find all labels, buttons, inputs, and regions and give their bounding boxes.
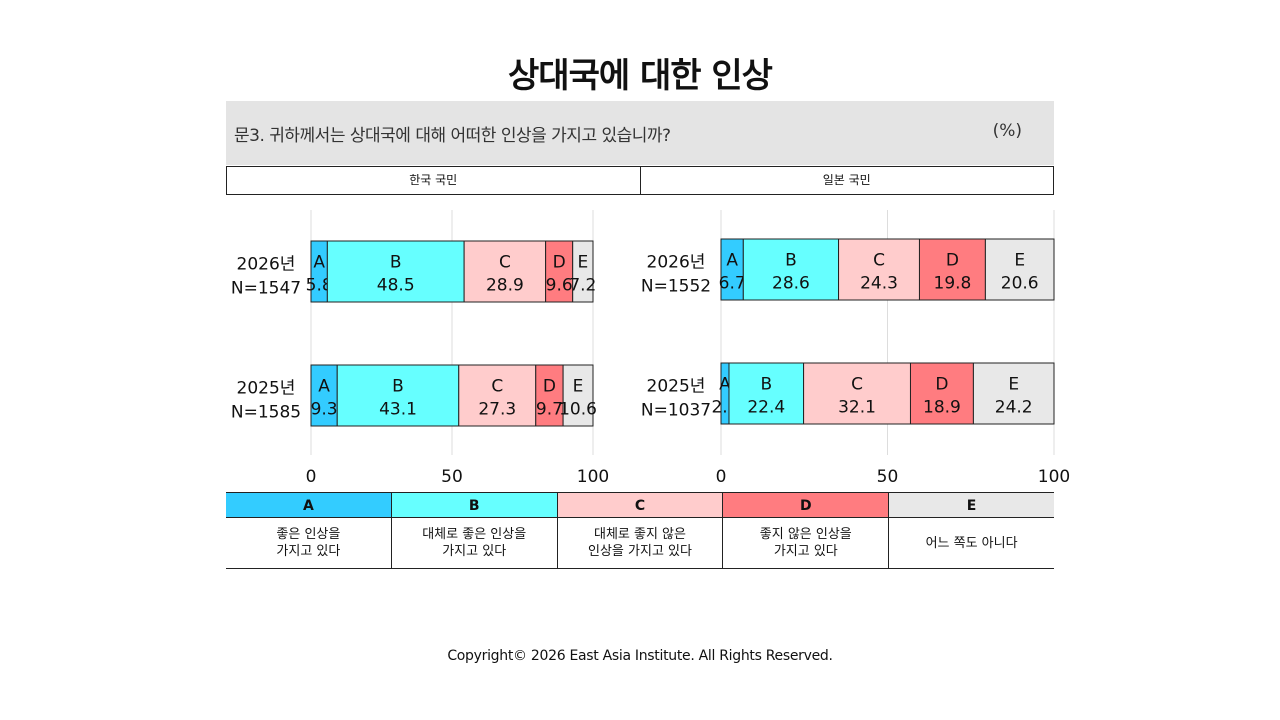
segment-value-label-0-0-3: 9.6 [546,276,573,296]
row-year-label-1-0: 2026년 [647,253,706,273]
row-year-label-1-1: 2025년 [647,377,706,397]
bar-segment-1-0-4 [984,238,1055,301]
legend-key-a: A [226,492,391,518]
x-tick-label-1-1: 50 [877,467,899,487]
legend-desc-d: 좋지 않은 인상을 가지고 있다 [759,527,852,559]
bar-segment-0-0-1 [326,240,465,303]
bar-segment-1-1-4 [972,362,1055,425]
bar-segment-0-1-2 [458,364,537,427]
x-tick-label-1-0: 0 [716,467,727,487]
segment-value-label-1-0-1: 28.6 [772,274,810,294]
panel-header-korea: 한국 국민 [409,173,458,187]
legend-col-a: A 좋은 인상을 가지고 있다 [226,492,391,568]
x-tick-label-0-0: 0 [306,467,317,487]
segment-value-label-0-1-2: 27.3 [478,400,516,420]
segment-value-label-0-0-4: 7.2 [569,276,596,296]
legend-col-c: C 대체로 좋지 않은 인상을 가지고 있다 [556,492,723,568]
segment-value-label-1-1-4: 24.2 [995,398,1033,418]
row-n-label-0-0: N=1547 [231,279,301,299]
segment-key-label-0-1-0: A [318,377,330,397]
bar-segment-0-1-1 [336,364,460,427]
bar-segment-0-1-4 [562,364,594,427]
segment-value-label-1-0-2: 24.3 [860,274,898,294]
segment-value-label-1-0-0: 6.7 [719,274,746,294]
unit-label: (%) [992,121,1022,141]
segment-key-label-0-1-4: E [573,377,584,397]
bar-segment-1-0-3 [918,238,986,301]
bar-segment-0-0-2 [463,240,547,303]
question-bar: 문3. 귀하께서는 상대국에 대해 어떠한 인상을 가지고 있습니까? (%) [226,101,1054,165]
segment-key-label-0-1-1: B [392,377,404,397]
bar-segment-0-0-4 [572,240,594,303]
legend-key-e: E [889,492,1054,518]
x-tick-label-0-1: 50 [441,467,463,487]
segment-key-label-1-1-2: C [851,375,863,395]
segment-key-label-0-0-2: C [499,253,511,273]
segment-key-label-1-0-2: C [873,251,885,271]
row-n-label-1-0: N=1552 [641,277,711,297]
segment-key-label-0-1-3: D [543,377,556,397]
x-tick-label-1-2: 100 [1038,467,1070,487]
row-n-label-1-1: N=1037 [641,401,711,421]
segment-value-label-0-0-0: 5.8 [306,276,333,296]
legend-key-d: D [723,492,889,518]
legend-desc-e: 어느 쪽도 아니다 [925,535,1018,551]
segment-key-label-1-0-4: E [1014,251,1025,271]
segment-value-label-0-1-1: 43.1 [379,400,417,420]
segment-value-label-1-1-2: 32.1 [838,398,876,418]
bar-segment-1-1-2 [803,362,911,425]
legend-col-d: D 좋지 않은 인상을 가지고 있다 [722,492,889,568]
segment-value-label-0-1-0: 9.3 [311,400,338,420]
segment-value-label-0-0-2: 28.9 [486,276,524,296]
segment-key-label-1-0-0: A [726,251,738,271]
segment-key-label-0-0-3: D [553,253,566,273]
legend-key-b: B [391,492,557,518]
row-n-label-0-1: N=1585 [231,403,301,423]
segment-key-label-1-1-1: B [760,375,772,395]
segment-key-label-1-1-0: A [719,375,731,395]
legend-desc-a: 좋은 인상을 가지고 있다 [276,527,341,559]
legend-desc-b: 대체로 좋은 인상을 가지고 있다 [422,527,527,559]
legend-table: A 좋은 인상을 가지고 있다 B 대체로 좋은 인상을 가지고 있다 C 대체… [226,492,1054,569]
segment-key-label-1-1-3: D [935,375,948,395]
segment-key-label-1-0-3: D [946,251,959,271]
segment-key-label-0-0-0: A [313,253,325,273]
segment-value-label-0-1-4: 10.6 [559,400,597,420]
bar-segment-0-1-0 [310,364,338,427]
segment-value-label-0-1-3: 9.7 [536,400,563,420]
segment-key-label-0-1-2: C [491,377,503,397]
segment-key-label-1-0-1: B [785,251,797,271]
segment-key-label-1-1-4: E [1008,375,1019,395]
segment-value-label-0-0-1: 48.5 [377,276,415,296]
segment-value-label-1-1-3: 18.9 [923,398,961,418]
legend-col-e: E 어느 쪽도 아니다 [888,492,1054,568]
bar-segment-1-1-3 [909,362,974,425]
row-year-label-0-1: 2025년 [237,379,296,399]
row-year-label-0-0: 2026년 [237,255,296,275]
segment-value-label-1-1-1: 22.4 [747,398,785,418]
chart-title: 상대국에 대한 인상 [508,56,773,96]
segment-key-label-0-0-4: E [577,253,588,273]
segment-value-label-1-0-4: 20.6 [1001,274,1039,294]
panel-header-japan: 일본 국민 [639,167,1054,194]
legend-col-b: B 대체로 좋은 인상을 가지고 있다 [390,492,557,568]
panel-header: 한국 국민 일본 국민 [226,166,1054,195]
x-tick-label-0-2: 100 [577,467,609,487]
bar-segment-0-0-3 [545,240,574,303]
copyright: Copyright© 2026 East Asia Institute. All… [447,648,833,664]
segment-value-label-1-0-3: 19.8 [934,274,972,294]
segment-key-label-0-0-1: B [390,253,402,273]
legend-desc-c: 대체로 좋지 않은 인상을 가지고 있다 [588,527,692,559]
question-text: 문3. 귀하께서는 상대국에 대해 어떠한 인상을 가지고 있습니까? [234,126,671,146]
legend-key-c: C [557,492,723,518]
